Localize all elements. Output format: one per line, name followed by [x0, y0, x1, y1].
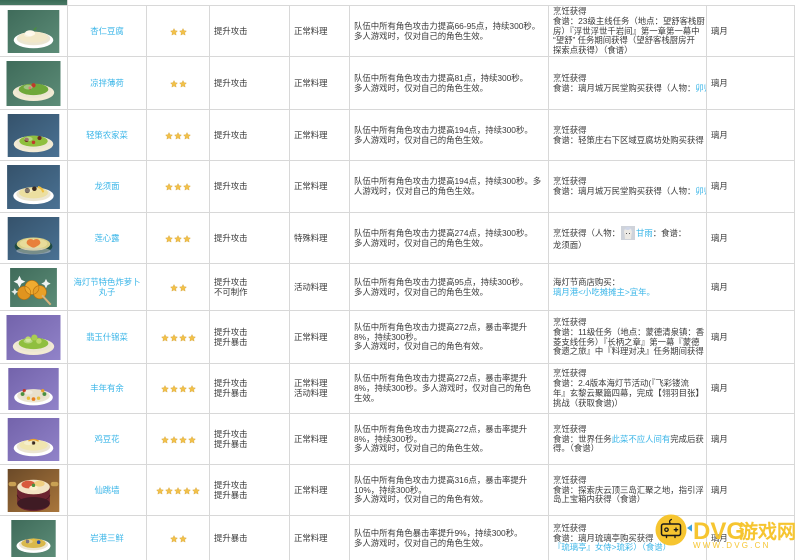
svg-text:WWW.DVG.CN: WWW.DVG.CN: [693, 541, 771, 550]
svg-text:游戏网: 游戏网: [739, 520, 796, 543]
